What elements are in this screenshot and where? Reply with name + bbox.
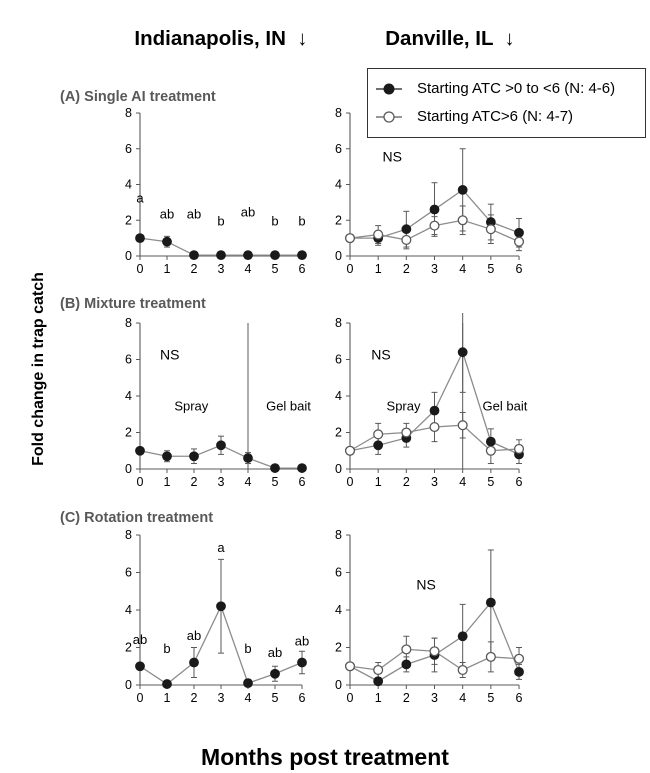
svg-text:3: 3 bbox=[431, 691, 438, 705]
svg-text:4: 4 bbox=[125, 178, 132, 192]
svg-text:5: 5 bbox=[272, 691, 279, 705]
svg-text:6: 6 bbox=[516, 691, 523, 705]
svg-text:1: 1 bbox=[164, 691, 171, 705]
svg-text:6: 6 bbox=[299, 475, 306, 489]
svg-text:8: 8 bbox=[335, 529, 342, 542]
svg-text:8: 8 bbox=[125, 316, 132, 330]
svg-text:b: b bbox=[163, 641, 170, 656]
svg-text:4: 4 bbox=[125, 389, 132, 403]
svg-text:0: 0 bbox=[347, 262, 354, 276]
svg-text:b: b bbox=[271, 214, 278, 229]
svg-text:6: 6 bbox=[516, 475, 523, 489]
svg-text:2: 2 bbox=[125, 426, 132, 440]
svg-text:2: 2 bbox=[403, 262, 410, 276]
svg-text:5: 5 bbox=[487, 475, 494, 489]
svg-text:4: 4 bbox=[335, 178, 342, 192]
svg-text:0: 0 bbox=[347, 691, 354, 705]
svg-text:6: 6 bbox=[335, 566, 342, 580]
svg-text:Spray: Spray bbox=[174, 399, 208, 414]
svg-text:8: 8 bbox=[125, 529, 132, 542]
svg-text:2: 2 bbox=[125, 641, 132, 655]
svg-text:5: 5 bbox=[272, 475, 279, 489]
svg-text:3: 3 bbox=[431, 262, 438, 276]
svg-text:0: 0 bbox=[335, 462, 342, 476]
svg-text:4: 4 bbox=[459, 262, 466, 276]
svg-text:0: 0 bbox=[335, 678, 342, 692]
svg-text:NS: NS bbox=[371, 347, 390, 363]
svg-text:4: 4 bbox=[335, 603, 342, 617]
svg-text:2: 2 bbox=[191, 475, 198, 489]
svg-text:6: 6 bbox=[299, 262, 306, 276]
svg-text:b: b bbox=[298, 214, 305, 229]
svg-text:6: 6 bbox=[335, 142, 342, 156]
svg-text:0: 0 bbox=[125, 462, 132, 476]
svg-text:3: 3 bbox=[218, 691, 225, 705]
svg-text:6: 6 bbox=[299, 691, 306, 705]
svg-text:4: 4 bbox=[245, 475, 252, 489]
svg-text:1: 1 bbox=[375, 475, 382, 489]
svg-text:1: 1 bbox=[164, 475, 171, 489]
svg-text:1: 1 bbox=[375, 262, 382, 276]
svg-text:0: 0 bbox=[125, 249, 132, 263]
svg-text:Gel bait: Gel bait bbox=[483, 399, 528, 414]
svg-text:NS: NS bbox=[160, 347, 179, 363]
svg-text:1: 1 bbox=[164, 262, 171, 276]
svg-text:ab: ab bbox=[187, 628, 201, 643]
svg-text:4: 4 bbox=[335, 389, 342, 403]
svg-text:3: 3 bbox=[431, 475, 438, 489]
svg-text:1: 1 bbox=[375, 691, 382, 705]
svg-text:ab: ab bbox=[160, 206, 174, 221]
svg-text:8: 8 bbox=[335, 316, 342, 330]
svg-text:NS: NS bbox=[416, 576, 435, 592]
svg-text:6: 6 bbox=[516, 262, 523, 276]
svg-text:6: 6 bbox=[125, 353, 132, 367]
svg-text:a: a bbox=[217, 540, 225, 555]
svg-text:2: 2 bbox=[403, 475, 410, 489]
svg-text:2: 2 bbox=[191, 691, 198, 705]
svg-text:Spray: Spray bbox=[387, 399, 421, 414]
svg-text:2: 2 bbox=[335, 641, 342, 655]
svg-text:2: 2 bbox=[335, 213, 342, 227]
svg-text:8: 8 bbox=[335, 106, 342, 120]
svg-text:5: 5 bbox=[272, 262, 279, 276]
svg-text:5: 5 bbox=[487, 691, 494, 705]
svg-text:0: 0 bbox=[347, 475, 354, 489]
svg-text:ab: ab bbox=[241, 205, 255, 220]
svg-text:4: 4 bbox=[245, 262, 252, 276]
svg-text:5: 5 bbox=[487, 262, 494, 276]
svg-text:ab: ab bbox=[187, 206, 201, 221]
svg-text:4: 4 bbox=[245, 691, 252, 705]
svg-text:NS: NS bbox=[383, 148, 402, 164]
svg-text:6: 6 bbox=[335, 353, 342, 367]
svg-text:2: 2 bbox=[335, 426, 342, 440]
svg-text:6: 6 bbox=[125, 566, 132, 580]
svg-text:4: 4 bbox=[125, 603, 132, 617]
svg-text:b: b bbox=[217, 214, 224, 229]
svg-text:b: b bbox=[244, 641, 251, 656]
svg-text:0: 0 bbox=[137, 691, 144, 705]
svg-text:2: 2 bbox=[403, 691, 410, 705]
svg-text:2: 2 bbox=[125, 213, 132, 227]
svg-text:ab: ab bbox=[295, 634, 309, 649]
svg-text:0: 0 bbox=[137, 262, 144, 276]
svg-text:ab: ab bbox=[133, 632, 147, 647]
svg-text:4: 4 bbox=[459, 691, 466, 705]
svg-text:3: 3 bbox=[218, 262, 225, 276]
svg-text:0: 0 bbox=[137, 475, 144, 489]
svg-text:3: 3 bbox=[218, 475, 225, 489]
svg-text:0: 0 bbox=[125, 678, 132, 692]
svg-text:Starting ATC >0 to <6 (N: 4-6): Starting ATC >0 to <6 (N: 4-6) bbox=[417, 80, 615, 97]
svg-text:a: a bbox=[136, 190, 144, 205]
svg-text:Gel bait: Gel bait bbox=[266, 399, 311, 414]
svg-text:6: 6 bbox=[125, 142, 132, 156]
svg-text:ab: ab bbox=[268, 645, 282, 660]
svg-text:8: 8 bbox=[125, 106, 132, 120]
svg-text:4: 4 bbox=[459, 475, 466, 489]
svg-text:0: 0 bbox=[335, 249, 342, 263]
svg-text:2: 2 bbox=[191, 262, 198, 276]
